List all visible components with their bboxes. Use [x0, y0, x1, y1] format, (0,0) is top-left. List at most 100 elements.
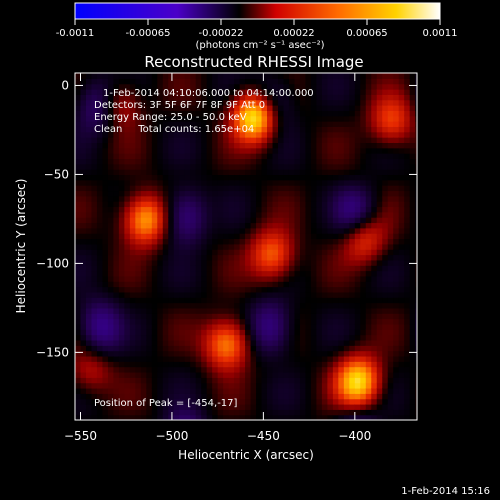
heatmap-cell: [294, 265, 301, 272]
heatmap-cell: [168, 222, 175, 229]
heatmap-cell: [376, 281, 383, 288]
heatmap-cell: [338, 190, 345, 197]
heatmap-cell: [75, 387, 82, 394]
heatmap-cell: [96, 249, 104, 256]
heatmap-cell: [316, 243, 323, 250]
heatmap-cell: [118, 121, 125, 127]
heatmap-cell: [404, 185, 411, 192]
heatmap-cell: [321, 163, 328, 170]
heatmap-cell: [283, 227, 290, 234]
heatmap-cell: [206, 211, 213, 218]
heatmap-cell: [360, 195, 367, 202]
heatmap-cell: [272, 414, 279, 420]
heatmap-cell: [118, 99, 125, 106]
heatmap-cell: [113, 227, 120, 234]
heatmap-cell: [338, 137, 345, 143]
heatmap-cell: [256, 195, 263, 202]
heatmap-cell: [85, 105, 93, 111]
heatmap-cell: [239, 339, 246, 346]
heatmap-cell: [129, 371, 136, 378]
heatmap-cell: [179, 286, 186, 293]
heatmap-cell: [387, 89, 394, 95]
heatmap-cell: [91, 121, 98, 127]
heatmap-cell: [206, 217, 213, 224]
heatmap-cell: [151, 286, 158, 293]
heatmap-cell: [91, 227, 98, 234]
heatmap-cell: [168, 142, 175, 149]
heatmap-cell: [96, 99, 104, 106]
heatmap-cell: [118, 169, 125, 176]
heatmap-cell: [415, 238, 417, 245]
heatmap-cell: [316, 371, 323, 378]
heatmap-cell: [343, 387, 350, 394]
heatmap-cell: [190, 126, 197, 133]
heatmap-cell: [305, 83, 312, 90]
heatmap-cell: [321, 179, 328, 186]
heatmap-cell: [332, 323, 339, 330]
heatmap-cell: [75, 222, 82, 229]
heatmap-cell: [212, 414, 219, 420]
heatmap-cell: [404, 265, 411, 272]
heatmap-cell: [140, 291, 147, 298]
heatmap-cell: [146, 323, 153, 330]
heatmap-cell: [234, 185, 241, 192]
heatmap-cell: [102, 339, 109, 346]
heatmap-cell: [310, 329, 318, 336]
heatmap-cell: [129, 307, 136, 314]
heatmap-cell: [294, 281, 301, 288]
heatmap-cell: [382, 355, 389, 362]
heatmap-cell: [305, 169, 312, 176]
heatmap-cell: [201, 398, 208, 405]
heatmap-cell: [223, 345, 230, 352]
heatmap-cell: [404, 211, 411, 218]
heatmap-cell: [184, 265, 191, 272]
heatmap-cell: [398, 281, 405, 288]
heatmap-cell: [256, 126, 263, 133]
heatmap-cell: [80, 334, 87, 341]
heatmap-cell: [184, 366, 191, 373]
heatmap-cell: [80, 78, 87, 85]
heatmap-cell: [179, 243, 186, 250]
heatmap-cell: [310, 275, 318, 282]
heatmap-cell: [85, 249, 93, 256]
heatmap-cell: [321, 89, 328, 95]
heatmap-cell: [85, 302, 93, 309]
heatmap-cell: [85, 201, 93, 208]
heatmap-cell: [409, 345, 416, 352]
heatmap-cell: [387, 361, 394, 368]
heatmap-cell: [398, 211, 405, 218]
heatmap-cell: [234, 403, 241, 410]
heatmap-cell: [278, 190, 285, 197]
heatmap-cell: [184, 409, 191, 416]
heatmap-cell: [195, 307, 202, 314]
heatmap-cell: [140, 382, 147, 389]
heatmap-cell: [168, 393, 175, 400]
heatmap-cell: [310, 281, 318, 288]
heatmap-cell: [256, 163, 263, 170]
heatmap-cell: [179, 249, 186, 256]
heatmap-cell: [151, 318, 158, 325]
heatmap-cell: [151, 163, 158, 170]
heatmap-cell: [102, 382, 109, 389]
heatmap-cell: [157, 291, 164, 298]
heatmap-cell: [299, 355, 307, 362]
heatmap-cell: [168, 286, 175, 293]
heatmap-cell: [278, 73, 285, 79]
heatmap-cell: [343, 206, 350, 213]
heatmap-cell: [162, 158, 169, 165]
heatmap-cell: [212, 217, 219, 224]
heatmap-cell: [113, 83, 120, 90]
heatmap-cell: [96, 281, 104, 288]
heatmap-cell: [404, 142, 411, 149]
heatmap-cell: [327, 361, 334, 368]
heatmap-cell: [245, 201, 252, 208]
heatmap-cell: [239, 361, 246, 368]
heatmap-cell: [91, 147, 98, 154]
heatmap-cell: [228, 227, 235, 234]
heatmap-cell: [349, 206, 356, 213]
heatmap-cell: [316, 281, 323, 288]
heatmap-cell: [184, 73, 191, 79]
heatmap-cell: [146, 158, 153, 165]
heatmap-cell: [288, 121, 296, 127]
heatmap-cell: [190, 238, 197, 245]
